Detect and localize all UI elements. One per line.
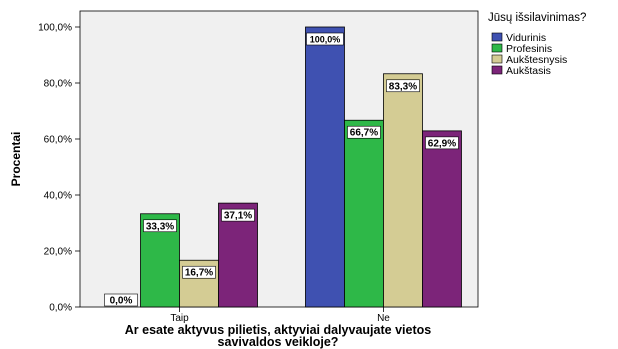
y-tick-label: 100,0% (38, 23, 72, 34)
bar (383, 73, 423, 308)
y-tick-label: 0,0% (49, 303, 72, 314)
legend-title: Jūsų išsilavinimas? (488, 12, 586, 24)
legend: Jūsų išsilavinimas? VidurinisProfesinisA… (488, 12, 586, 77)
x-axis-label-line-2: savivaldos veikloje? (218, 335, 339, 349)
legend-swatch (491, 32, 503, 42)
legend-item-label: Aukštasis (506, 65, 551, 77)
legend-item-label: Profesinis (506, 43, 552, 55)
data-label-box (182, 265, 216, 279)
bars: 0,0% 33,3% 16,7% 37,1% 100,0% 66,7% 83,3% 62,9% (104, 26, 462, 308)
x-axis-label-line-1: Ar esate aktyvus pilietis, aktyviai daly… (125, 323, 431, 337)
data-label: 33,3% (146, 221, 174, 232)
y-tick-label: 80,0% (44, 79, 72, 90)
x-axis: Taip Ne (170, 307, 390, 324)
legend-swatch (491, 54, 503, 64)
data-label: 100,0% (310, 35, 341, 45)
legend-swatch (491, 65, 503, 75)
legend-swatch (491, 43, 503, 53)
y-tick-label: 60,0% (44, 135, 72, 146)
data-label-box (221, 208, 255, 222)
y-axis: 0,0% 20,0% 40,0% 60,0% 80,0% 100,0% (38, 23, 80, 314)
y-tick-label: 20,0% (44, 247, 72, 258)
data-label-box (386, 79, 420, 93)
data-label: 37,1% (224, 211, 252, 222)
data-label-box (143, 219, 177, 233)
data-label-box (306, 32, 344, 46)
y-axis-label: Procentai (9, 132, 23, 187)
data-label: 62,9% (428, 138, 456, 149)
data-label: 66,7% (350, 128, 378, 139)
bar (305, 26, 345, 308)
legend-item-label: Vidurinis (506, 32, 546, 44)
x-tick-label: Ne (377, 313, 390, 324)
bar (344, 119, 384, 308)
x-tick-label: Taip (170, 313, 189, 324)
data-label-box (104, 293, 138, 307)
data-label-box (347, 125, 381, 139)
y-tick-label: 40,0% (44, 191, 72, 202)
data-label: 0,0% (110, 296, 133, 307)
legend-item-label: Aukštesnysis (506, 54, 567, 66)
data-label-box (425, 136, 459, 150)
data-label: 16,7% (185, 268, 213, 279)
bar (422, 130, 462, 308)
data-label: 83,3% (389, 81, 417, 92)
